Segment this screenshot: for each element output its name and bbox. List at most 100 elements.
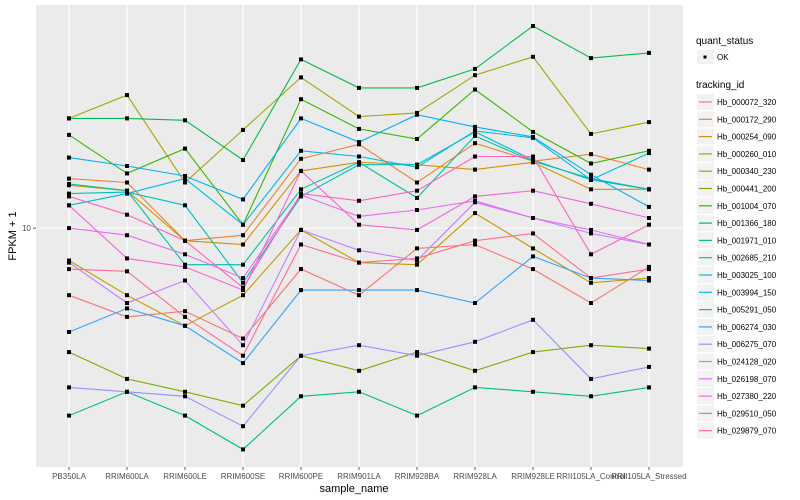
data-point: [357, 368, 361, 373]
data-point: [299, 148, 303, 153]
data-point: [241, 222, 245, 227]
data-point: [241, 361, 245, 366]
data-point: [241, 197, 245, 202]
legend-label: Hb_003994_150: [717, 288, 777, 297]
data-point: [473, 242, 477, 247]
data-point: [415, 256, 419, 261]
data-point: [67, 260, 71, 265]
x-tick-label: PB350LA: [52, 472, 86, 481]
data-point: [299, 288, 303, 293]
legend-item: Hb_026198_070: [697, 370, 777, 387]
data-point: [67, 181, 71, 186]
data-point: [241, 285, 245, 290]
data-point: [473, 141, 477, 146]
data-point: [473, 167, 477, 172]
data-point: [183, 264, 187, 269]
x-tick-label: RRII105LA_Control: [556, 472, 626, 481]
legend-item: Hb_000441_200: [697, 180, 777, 197]
data-point: [299, 57, 303, 62]
data-point: [357, 222, 361, 227]
data-point: [241, 158, 245, 162]
legend-label: Hb_003025_100: [717, 271, 777, 280]
data-point: [67, 132, 71, 137]
data-point: [299, 168, 303, 173]
data-point: [183, 176, 187, 181]
data-point: [357, 198, 361, 203]
data-point: [531, 389, 535, 394]
legend-color-title: tracking_id: [696, 80, 744, 91]
data-point: [357, 214, 361, 219]
legend-label: Hb_029879_070: [717, 427, 777, 436]
data-point: [589, 227, 593, 232]
data-point: [183, 309, 187, 314]
data-point: [357, 389, 361, 394]
data-point: [473, 128, 477, 133]
data-point: [299, 191, 303, 196]
data-point: [589, 301, 593, 305]
data-point: [125, 256, 129, 261]
data-point: [415, 188, 419, 193]
x-tick-label: RRIM600PE: [279, 472, 323, 481]
data-point: [647, 364, 651, 369]
data-point: [531, 158, 535, 162]
data-point: [241, 343, 245, 348]
data-point: [67, 413, 71, 418]
data-point: [299, 227, 303, 232]
data-point: [241, 403, 245, 408]
data-point: [357, 162, 361, 167]
data-point: [125, 93, 129, 98]
legend-label: Hb_006274_030: [717, 323, 777, 332]
data-point: [531, 267, 535, 272]
data-point: [241, 242, 245, 247]
data-point: [183, 314, 187, 319]
data-point: [589, 201, 593, 206]
data-point: [589, 161, 593, 166]
legend-label: Hb_000441_200: [717, 185, 777, 194]
data-point: [647, 267, 651, 272]
data-point: [531, 129, 535, 134]
data-point: [531, 231, 535, 236]
data-point: [67, 194, 71, 199]
data-point: [531, 254, 535, 259]
legend-label: Hb_001004_070: [717, 202, 777, 211]
data-point: [357, 343, 361, 348]
data-point: [531, 54, 535, 59]
data-point: [589, 280, 593, 285]
data-point: [299, 394, 303, 399]
data-point: [67, 293, 71, 298]
data-point: [647, 276, 651, 281]
data-point: [125, 180, 129, 185]
data-point: [183, 323, 187, 328]
legend-label: Hb_005291_050: [717, 306, 777, 315]
data-point: [125, 314, 129, 319]
data-point: [415, 85, 419, 90]
data-point: [647, 148, 651, 153]
x-tick-label: RRIM600LA: [105, 472, 149, 481]
data-point: [647, 278, 651, 283]
data-point: [473, 194, 477, 199]
data-point: [125, 191, 129, 196]
data-point: [183, 174, 187, 178]
data-point: [183, 238, 187, 243]
data-point: [415, 165, 419, 170]
data-point: [183, 146, 187, 151]
data-point: [589, 187, 593, 192]
data-point: [67, 226, 71, 231]
legend-label: Hb_026198_070: [717, 375, 777, 384]
data-point: [589, 376, 593, 381]
data-point: [589, 394, 593, 399]
data-point: [473, 73, 477, 78]
legend: quant_status OK tracking_id Hb_000072_32…: [696, 36, 777, 439]
data-point: [357, 160, 361, 165]
x-tick-label: RRIM928BA: [395, 472, 440, 481]
data-point: [647, 385, 651, 390]
data-point: [647, 187, 651, 192]
data-point: [241, 288, 245, 293]
legend-item: Hb_005291_050: [697, 301, 777, 318]
legend-label: Hb_000340_230: [717, 167, 777, 176]
data-point: [299, 242, 303, 247]
data-point: [473, 66, 477, 71]
legend-label: Hb_006275_070: [717, 340, 777, 349]
legend-item: Hb_000072_320: [697, 94, 777, 110]
data-point: [589, 56, 593, 61]
